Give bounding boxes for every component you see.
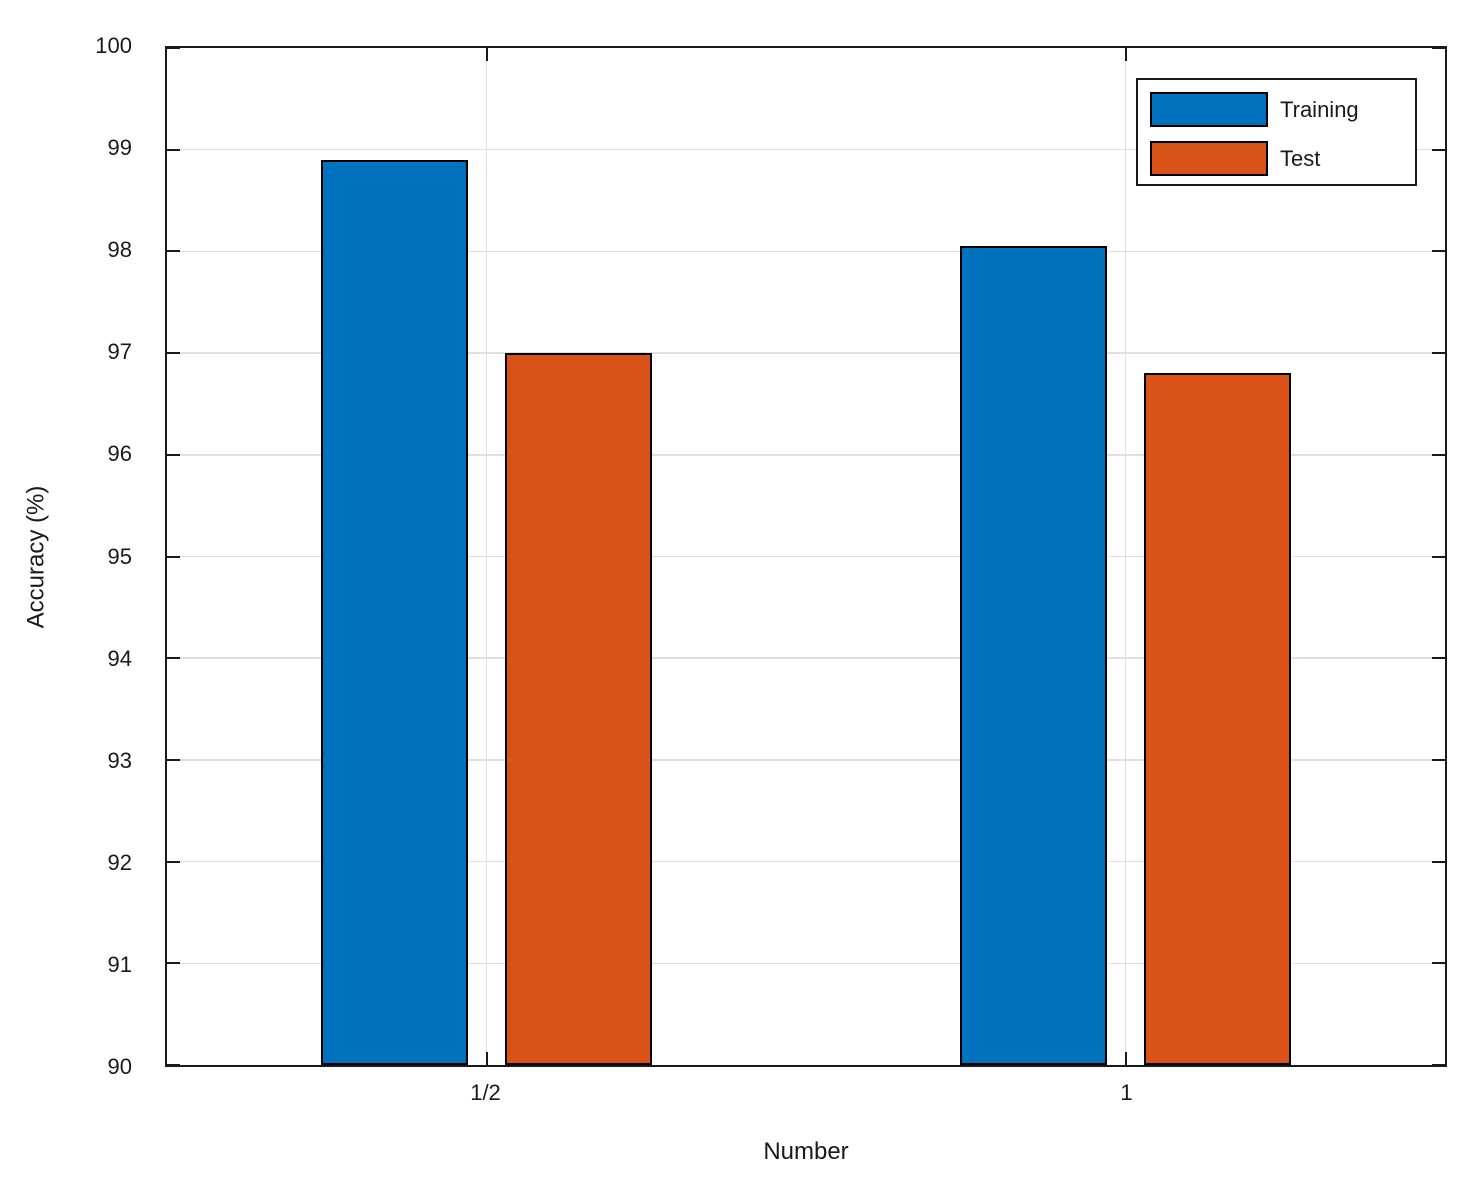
tick-x-top-1: [1124, 48, 1127, 61]
tick-x-bottom-1/2: [485, 1052, 488, 1065]
tick-x-top-1/2: [485, 48, 488, 61]
tick-y-right-93: [1432, 758, 1445, 761]
y-tick-label-100: 100: [95, 33, 132, 58]
y-tick-label-95: 95: [107, 543, 132, 569]
tick-y-left-91: [167, 962, 180, 965]
gridline-y-98: [167, 250, 1445, 253]
gridline-y-94: [167, 657, 1445, 659]
tick-x-bottom-1: [1124, 1052, 1127, 1065]
y-tick-label-90: 90: [107, 1054, 132, 1079]
x-tick-label-1: 1: [1120, 1080, 1133, 1105]
tick-y-left-95: [167, 555, 180, 558]
plot-area: Training Test: [165, 46, 1447, 1067]
tick-y-left-93: [167, 758, 180, 761]
tick-y-left-94: [167, 657, 180, 660]
tick-y-right-99: [1432, 148, 1445, 151]
y-tick-label-99: 99: [107, 135, 132, 161]
y-tick-label-97: 97: [107, 339, 132, 365]
gridline-y-99: [167, 148, 1445, 151]
tick-y-left-90: [167, 1064, 180, 1066]
tick-y-right-91: [1432, 962, 1445, 965]
y-tick-label-91: 91: [107, 951, 132, 977]
y-tick-label-94: 94: [107, 645, 132, 671]
y-tick-label-98: 98: [107, 237, 132, 263]
legend: Training Test: [1136, 78, 1417, 186]
gridline-y-91: [167, 962, 1445, 965]
legend-swatch-training: [1150, 92, 1268, 127]
tick-y-right-98: [1432, 250, 1445, 253]
gridline-y-96: [167, 454, 1445, 456]
gridline-x-1: [1124, 48, 1127, 1065]
gridline-y-97: [167, 352, 1445, 354]
tick-y-left-96: [167, 453, 180, 456]
tick-y-right-95: [1432, 555, 1445, 558]
x-tick-label-1/2: 1/2: [470, 1080, 501, 1105]
legend-swatch-test: [1150, 141, 1268, 176]
x-axis-label: Number: [763, 1138, 849, 1165]
gridline-y-95: [167, 555, 1445, 558]
legend-label-test: Test: [1280, 145, 1321, 171]
tick-y-left-98: [167, 250, 180, 253]
gridline-y-93: [167, 759, 1445, 761]
tick-y-right-92: [1432, 860, 1445, 863]
gridline-y-92: [167, 860, 1445, 863]
x-tick-labels: 1/2 1: [165, 1080, 1447, 1110]
tick-y-right-96: [1432, 453, 1445, 456]
bar-training-1: [959, 246, 1107, 1065]
tick-y-left-92: [167, 860, 180, 863]
bar-test-1/2: [505, 353, 653, 1065]
tick-y-right-90: [1432, 1064, 1445, 1066]
tick-y-right-94: [1432, 657, 1445, 660]
bar-training-1/2: [320, 159, 468, 1065]
tick-y-left-100: [167, 47, 180, 49]
y-tick-label-93: 93: [107, 747, 132, 773]
y-tick-label-96: 96: [107, 441, 132, 467]
y-tick-label-92: 92: [107, 849, 132, 875]
tick-y-left-97: [167, 352, 180, 355]
tick-y-right-97: [1432, 352, 1445, 355]
bar-test-1: [1144, 373, 1292, 1065]
legend-item-training: Training: [1150, 85, 1415, 134]
legend-label-training: Training: [1280, 96, 1359, 122]
tick-y-left-99: [167, 148, 180, 151]
y-tick-labels: 90 91 92 93 94 95 96 97 98 99 100: [0, 33, 132, 1079]
gridline-x-1/2: [485, 48, 488, 1065]
tick-y-right-100: [1432, 47, 1445, 49]
legend-item-test: Test: [1150, 134, 1415, 183]
